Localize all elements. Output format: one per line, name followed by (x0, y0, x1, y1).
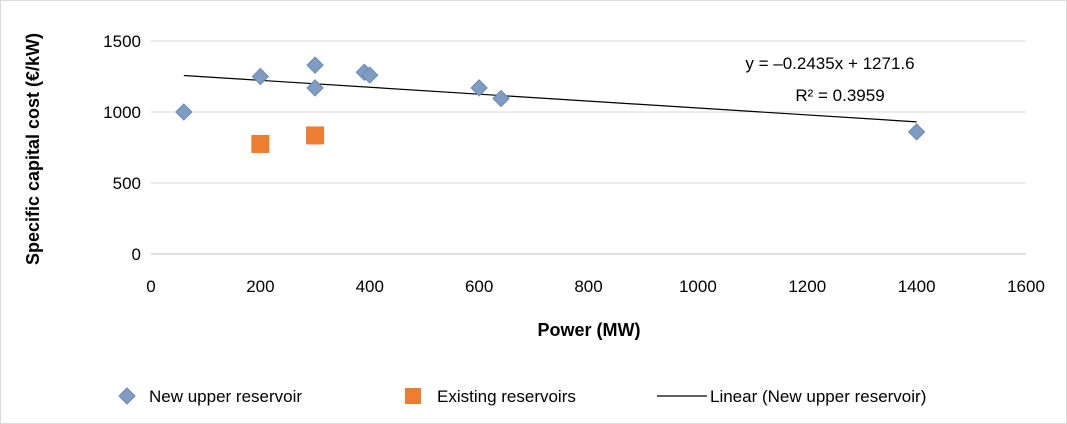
data-point-new-upper-reservoir (306, 56, 324, 74)
y-axis-title: Specific capital cost (€/kW) (23, 33, 43, 265)
y-tick-label: 500 (113, 174, 141, 193)
x-tick-label: 400 (356, 277, 384, 296)
x-tick-label: 800 (574, 277, 602, 296)
data-point-new-upper-reservoir (361, 66, 379, 84)
data-point-new-upper-reservoir (251, 67, 270, 86)
trendline-layer (183, 74, 917, 123)
trendline (183, 74, 917, 123)
data-point-existing-reservoirs (251, 134, 270, 153)
legend-item-new-upper-reservoir: New upper reservoir (118, 387, 302, 406)
y-tick-label: 1000 (103, 103, 141, 122)
data-points (175, 56, 926, 153)
data-point-new-upper-reservoir (306, 79, 324, 97)
grid-lines (151, 40, 1026, 255)
x-tick-label: 1000 (679, 277, 717, 296)
x-tick-label: 1600 (1007, 277, 1045, 296)
legend-item-existing-reservoirs: Existing reservoirs (405, 387, 576, 406)
data-point-new-upper-reservoir (175, 103, 193, 121)
data-point-new-upper-reservoir (907, 123, 926, 141)
legend-square-marker (405, 388, 421, 404)
x-axis-title: Power (MW) (538, 320, 641, 340)
legend-label-new-upper-reservoir: New upper reservoir (149, 387, 302, 406)
y-tick-label: 0 (132, 245, 141, 264)
legend-label-existing-reservoirs: Existing reservoirs (437, 387, 576, 406)
data-point-existing-reservoirs (306, 126, 325, 145)
legend-label-linear-trendline: Linear (New upper reservoir) (710, 387, 926, 406)
trendline-equation: y = –0.2435x + 1271.6 (745, 54, 914, 73)
x-tick-label: 200 (246, 277, 274, 296)
x-tick-label: 600 (465, 277, 493, 296)
legend-diamond-marker (118, 387, 136, 405)
x-tick-label: 1200 (788, 277, 826, 296)
trendline-r-squared: R² = 0.3959 (795, 86, 884, 105)
legend: New upper reservoir Existing reservoirs … (118, 387, 926, 406)
data-point-new-upper-reservoir (470, 79, 488, 97)
legend-item-linear-trendline: Linear (New upper reservoir) (657, 387, 926, 406)
tick-labels: 0 500 1000 1500 0 200 400 600 800 1000 1200 1400 160… (103, 32, 1045, 296)
x-tick-label: 1400 (898, 277, 936, 296)
x-tick-label: 0 (146, 277, 155, 296)
data-point-new-upper-reservoir (492, 89, 510, 108)
y-tick-label: 1500 (103, 32, 141, 51)
